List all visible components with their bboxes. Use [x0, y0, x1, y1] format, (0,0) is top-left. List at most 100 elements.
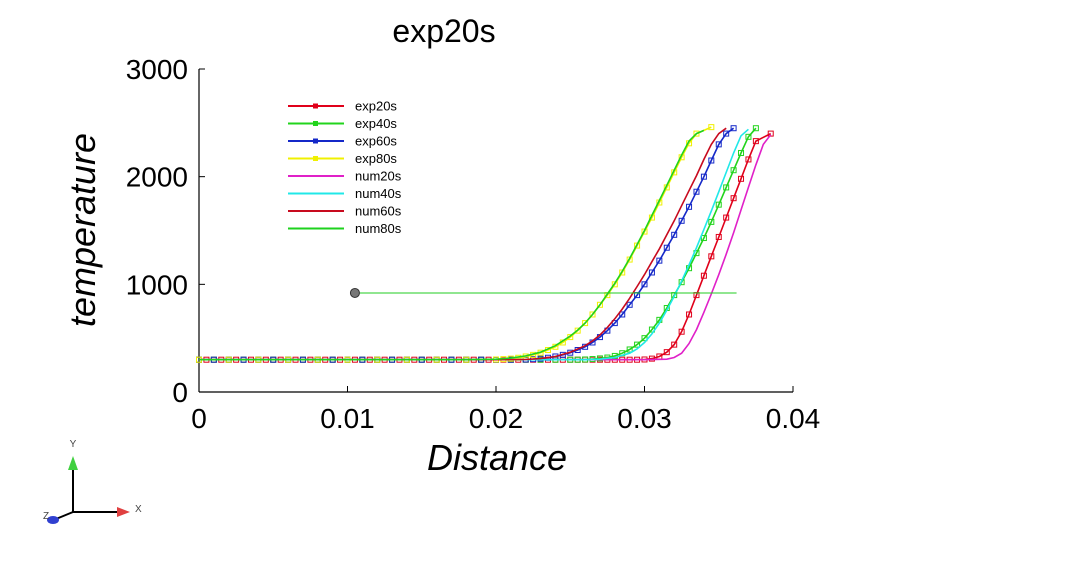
legend-marker — [313, 121, 318, 126]
data-point — [671, 341, 678, 348]
data-point — [708, 157, 715, 164]
data-point — [686, 203, 693, 210]
triad-y-arrow-icon — [68, 456, 78, 470]
legend-label: exp80s — [355, 151, 397, 166]
data-point — [626, 346, 633, 353]
x-axis-label: Distance — [427, 437, 567, 478]
data-point — [641, 335, 648, 342]
series-line-exp20s — [199, 132, 772, 361]
x-tick-label: 0 — [191, 403, 207, 434]
legend-item-exp60s: exp60s — [288, 134, 397, 149]
probe-handle[interactable] — [349, 287, 360, 298]
legend-marker — [313, 103, 318, 109]
data-point — [589, 311, 596, 318]
data-point — [663, 244, 670, 251]
data-point — [708, 253, 715, 260]
series-layer — [196, 124, 774, 363]
data-point — [745, 156, 752, 163]
series-line-exp40s — [199, 127, 757, 361]
legend-marker — [313, 156, 318, 161]
data-point — [641, 281, 648, 288]
data-point — [656, 257, 663, 264]
y-tick-label: 0 — [172, 377, 188, 408]
legend-label: exp60s — [355, 134, 397, 149]
data-point — [700, 173, 707, 180]
data-point — [626, 301, 633, 308]
legend-item-num40s: num40s — [288, 186, 402, 201]
series-exp80s — [196, 124, 715, 363]
legend-item-exp80s: exp80s — [288, 151, 397, 166]
legend-label: exp20s — [355, 99, 397, 114]
data-point — [648, 269, 655, 276]
series-num60s — [199, 127, 727, 361]
data-point — [730, 195, 737, 202]
data-point — [693, 188, 700, 195]
y-tick-label: 1000 — [126, 269, 188, 300]
data-point — [611, 352, 618, 359]
series-line-exp60s — [199, 127, 735, 361]
legend: exp20s exp40s exp60s exp80s num20s num40s num6… — [288, 99, 402, 236]
legend-label: exp40s — [355, 116, 397, 131]
y-tick-label: 2000 — [126, 162, 188, 193]
data-point — [634, 341, 641, 348]
triad-y-label: Y — [70, 439, 77, 450]
data-point — [715, 201, 722, 208]
series-line-num60s — [199, 127, 727, 361]
triad-z-arrow-icon — [47, 516, 59, 524]
axis-triad: X Y Z — [43, 439, 142, 524]
data-point — [745, 133, 752, 140]
x-tick-label: 0.01 — [320, 403, 375, 434]
data-point — [574, 327, 581, 334]
data-point — [715, 233, 722, 240]
data-point — [700, 235, 707, 242]
data-point — [678, 328, 685, 335]
legend-marker — [313, 138, 318, 144]
triad-z-label: Z — [43, 511, 49, 522]
data-point — [663, 349, 670, 356]
data-point — [723, 184, 730, 191]
legend-label: num40s — [355, 186, 402, 201]
data-point — [752, 125, 759, 132]
series-exp20s — [196, 130, 774, 363]
x-tick-label: 0.03 — [617, 403, 672, 434]
legend-label: num80s — [355, 221, 402, 236]
data-point — [596, 301, 603, 308]
series-line-num20s — [199, 134, 772, 361]
data-point — [693, 130, 700, 137]
data-point — [730, 125, 737, 132]
probe-layer[interactable] — [349, 287, 737, 298]
data-point — [752, 138, 759, 145]
series-exp40s — [196, 125, 759, 363]
legend-label: num20s — [355, 169, 402, 184]
data-point — [619, 311, 626, 318]
legend-item-num80s: num80s — [288, 221, 402, 236]
legend-item-exp20s: exp20s — [288, 99, 397, 114]
data-point — [611, 320, 618, 327]
series-line-num40s — [199, 128, 749, 361]
series-num80s — [199, 129, 705, 361]
data-point — [738, 149, 745, 156]
series-num20s — [199, 134, 772, 361]
data-point — [767, 130, 774, 137]
legend-item-num60s: num60s — [288, 204, 402, 219]
x-tick-label: 0.02 — [469, 403, 524, 434]
triad-x-label: X — [135, 504, 142, 515]
series-exp60s — [196, 125, 737, 363]
legend-label: num60s — [355, 204, 402, 219]
y-tick-label: 3000 — [126, 54, 188, 85]
chart-title: exp20s — [392, 13, 495, 49]
data-point — [678, 217, 685, 224]
data-point — [715, 141, 722, 148]
data-point — [730, 167, 737, 174]
x-tick-label: 0.04 — [766, 403, 821, 434]
series-line-num80s — [199, 129, 705, 361]
data-point — [671, 231, 678, 238]
data-point — [700, 272, 707, 279]
legend-item-exp40s: exp40s — [288, 116, 397, 131]
data-point — [648, 355, 655, 362]
triad-z-axis — [55, 511, 74, 520]
axes: 0 0.01 0.02 0.03 0.04 0 1000 2000 3000 — [126, 54, 821, 434]
triad-x-arrow-icon — [117, 507, 130, 517]
data-point — [723, 130, 730, 137]
